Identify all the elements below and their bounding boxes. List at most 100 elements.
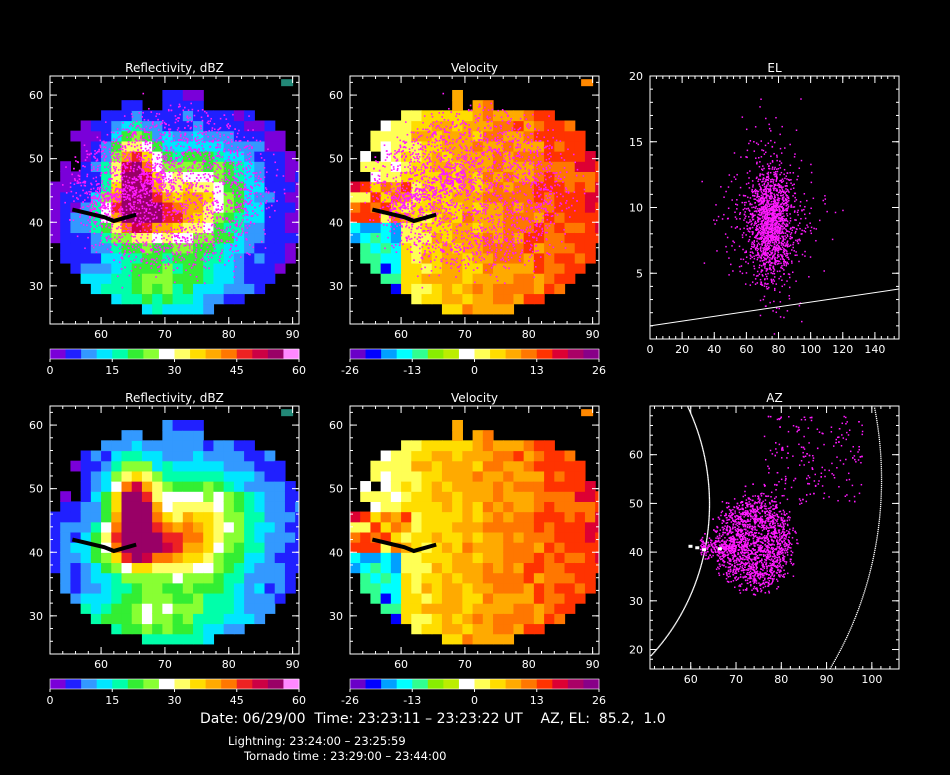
x-tick-label: 20 xyxy=(675,343,689,356)
colorbar-tick-label: 13 xyxy=(530,694,544,707)
colorbar-swatch xyxy=(365,349,382,359)
colorbar-tick-label: 0 xyxy=(471,694,478,707)
y-tick-label: 60 xyxy=(29,419,43,432)
heatmap-cells xyxy=(50,409,299,645)
colorbar-tick-label: 26 xyxy=(592,364,606,377)
x-tick-label: 60 xyxy=(684,673,698,686)
colorbar: 0 15 30 45 60 xyxy=(47,678,306,707)
colorbar-swatch xyxy=(158,679,175,689)
colorbar-swatch xyxy=(412,349,429,359)
panel-title: Velocity xyxy=(451,61,498,75)
y-tick-label: 30 xyxy=(329,280,343,293)
x-tick-label: 100 xyxy=(861,673,882,686)
colorbar-swatch xyxy=(552,679,569,689)
colorbar: 0 15 30 45 60 xyxy=(47,348,306,377)
colorbar-tick-label: 45 xyxy=(230,694,244,707)
y-tick-label: 60 xyxy=(329,89,343,102)
colorbar-swatch xyxy=(205,349,222,359)
colorbar-swatch xyxy=(283,679,300,689)
y-tick-label: 60 xyxy=(329,419,343,432)
colorbar-swatch xyxy=(96,349,113,359)
x-tick-label: 0 xyxy=(647,343,654,356)
panel-vel-bottom: -26 -13 0 13 26 60 70 80 90 30 40 50 60 Velocity xyxy=(329,391,606,707)
date-time-caption: Date: 06/29/00 Time: 23:23:11 – 23:23:22… xyxy=(200,711,666,727)
lightning-time-caption: Lightning: 23:24:00 – 23:25:59 xyxy=(228,734,406,748)
colorbar-swatch xyxy=(458,349,475,359)
colorbar-swatch xyxy=(267,349,284,359)
y-tick-label: 5 xyxy=(636,267,643,280)
colorbar-swatch xyxy=(252,349,269,359)
colorbar-swatch xyxy=(236,349,253,359)
tornado-track xyxy=(71,207,137,224)
colorbar-swatch xyxy=(350,349,367,359)
az-points xyxy=(699,415,864,596)
colorbar-swatch xyxy=(143,679,160,689)
tornado-track xyxy=(371,207,437,224)
colorbar-swatch xyxy=(221,349,238,359)
y-tick-label: 50 xyxy=(629,497,643,510)
colorbar-swatch xyxy=(205,679,222,689)
y-tick-label: 60 xyxy=(29,89,43,102)
colorbar-tick-label: 13 xyxy=(530,364,544,377)
tornado-track-segment xyxy=(695,546,700,550)
panel-title: AZ xyxy=(766,391,782,405)
tornado-track xyxy=(71,537,137,554)
colorbar-swatch xyxy=(381,349,398,359)
colorbar-swatch xyxy=(267,679,284,689)
heatmap-cell xyxy=(281,409,294,417)
colorbar-swatch xyxy=(381,679,398,689)
y-tick-label: 50 xyxy=(29,153,43,166)
tornado-time-caption: Tornado time : 23:29:00 – 23:44:00 xyxy=(244,749,447,763)
panel-title: Reflectivity, dBZ xyxy=(125,391,224,405)
colorbar-tick-label: -26 xyxy=(341,364,359,377)
y-tick-label: 50 xyxy=(29,483,43,496)
colorbar-swatch xyxy=(158,349,175,359)
heatmap-cells xyxy=(350,409,599,645)
colorbar-swatch xyxy=(505,679,522,689)
colorbar-swatch xyxy=(190,679,207,689)
panel-title: Velocity xyxy=(451,391,498,405)
y-tick-label: 50 xyxy=(329,153,343,166)
colorbar-tick-label: 0 xyxy=(47,364,54,377)
colorbar-tick-label: 60 xyxy=(292,364,306,377)
colorbar-tick-label: 15 xyxy=(105,694,119,707)
plot-frame xyxy=(649,405,900,670)
y-tick-label: 40 xyxy=(29,546,43,559)
x-tick-label: 120 xyxy=(832,343,853,356)
colorbar-swatch xyxy=(65,349,82,359)
colorbar-tick-label: 30 xyxy=(168,364,182,377)
x-tick-label: 80 xyxy=(774,673,788,686)
x-tick-label: 90 xyxy=(820,673,834,686)
y-tick-label: 30 xyxy=(629,595,643,608)
x-tick-label: 90 xyxy=(586,328,600,341)
y-tick-label: 15 xyxy=(629,136,643,149)
colorbar-swatch xyxy=(490,349,507,359)
x-tick-label: 140 xyxy=(864,343,885,356)
lightning-overlay xyxy=(361,92,586,289)
lightning-overlay xyxy=(61,92,286,289)
colorbar-swatch xyxy=(221,679,238,689)
y-tick-label: 20 xyxy=(629,644,643,657)
colorbar-swatch xyxy=(443,679,460,689)
colorbar-tick-label: 60 xyxy=(292,694,306,707)
panel-az: 60 70 80 90 100 20 30 40 50 60 AZ xyxy=(629,391,900,686)
panel-refl-bottom: 0 15 30 45 60 60 70 80 90 30 40 50 60 Reflectivity, d… xyxy=(29,391,306,707)
colorbar-swatch xyxy=(412,679,429,689)
colorbar-swatch xyxy=(112,349,129,359)
colorbar: -26 -13 0 13 26 xyxy=(341,348,606,377)
heatmap-cell xyxy=(281,79,294,87)
colorbar-swatch xyxy=(474,679,491,689)
y-tick-label: 30 xyxy=(29,280,43,293)
colorbar-tick-label: 26 xyxy=(592,694,606,707)
colorbar-swatch xyxy=(252,679,269,689)
colorbar-tick-label: 15 xyxy=(105,364,119,377)
y-tick-label: 60 xyxy=(629,449,643,462)
x-tick-label: 60 xyxy=(94,658,108,671)
colorbar-swatch xyxy=(583,679,600,689)
colorbar: -26 -13 0 13 26 xyxy=(341,678,606,707)
panel-refl-top: 0 15 30 45 60 60 70 80 90 30 40 50 60 Reflectivity, d… xyxy=(29,61,306,377)
colorbar-swatch xyxy=(283,349,300,359)
heatmap-cell xyxy=(581,409,594,417)
colorbar-swatch xyxy=(96,679,113,689)
